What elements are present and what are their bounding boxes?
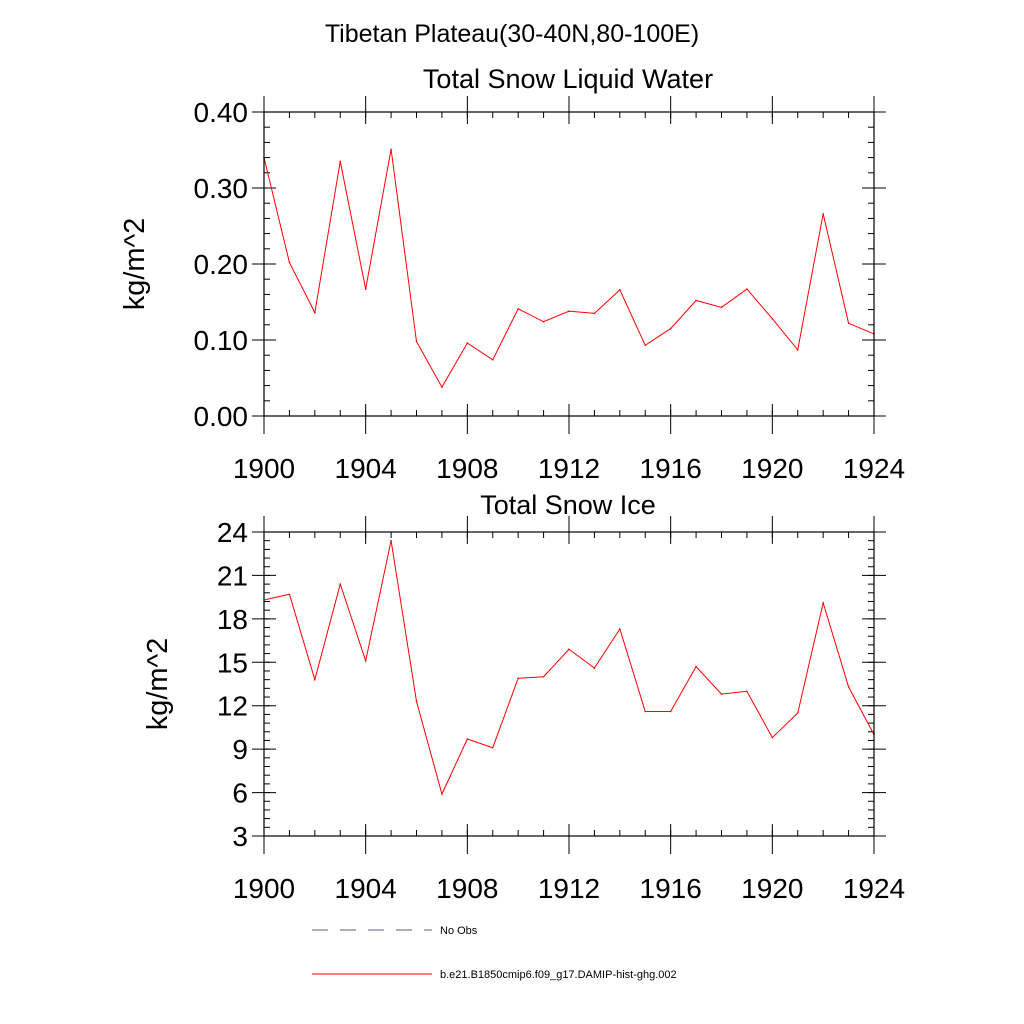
liquid-water-x-tick-label: 1916 bbox=[640, 453, 702, 484]
liquid-water-data-point bbox=[390, 148, 392, 151]
liquid-water-x-tick-label: 1924 bbox=[843, 453, 905, 484]
snow-ice-x-tick-label: 1916 bbox=[640, 873, 702, 904]
liquid-water-data-point bbox=[568, 310, 570, 312]
y-axis-label-liquid-water: kg/m^2 bbox=[119, 218, 151, 311]
liquid-water-data-point bbox=[364, 288, 367, 290]
snow-ice-data-point bbox=[796, 712, 799, 714]
snow-ice-data-point bbox=[771, 736, 774, 739]
snow-ice-x-tick-label: 1904 bbox=[335, 873, 397, 904]
snow-ice-data-point bbox=[441, 793, 443, 795]
liquid-water-data-point bbox=[415, 340, 418, 343]
liquid-water-data-point bbox=[746, 288, 748, 290]
liquid-water-data-point bbox=[796, 349, 799, 351]
snow-ice-data-point bbox=[415, 700, 418, 703]
liquid-water-y-tick-label: 0.10 bbox=[194, 325, 249, 356]
snow-ice-data-point bbox=[288, 593, 291, 596]
chart-liquid-water: Total Snow Liquid Water kg/m^2 0.000.100… bbox=[119, 64, 905, 484]
snow-ice-y-tick-label: 24 bbox=[217, 517, 248, 548]
snow-ice-data-point bbox=[593, 667, 596, 669]
snow-ice-data-point bbox=[822, 602, 824, 604]
snow-ice-data-point bbox=[339, 583, 342, 585]
snow-ice-data-point bbox=[364, 660, 367, 662]
snow-ice-x-tick-label: 1900 bbox=[233, 873, 295, 904]
liquid-water-data-point bbox=[593, 312, 596, 315]
legend: No Obs b.e21.B1850cmip6.f09_g17.DAMIP-hi… bbox=[312, 925, 677, 981]
snow-ice-data-point bbox=[847, 686, 850, 688]
snow-ice-y-tick-label: 3 bbox=[232, 821, 248, 852]
liquid-water-x-tick-label: 1900 bbox=[233, 453, 295, 484]
plot-area-snow-ice: 3 6 9 12 15 18 21 24 1900 1904 1908 1912 1916 1920 192… bbox=[217, 516, 905, 904]
snow-ice-data-point bbox=[695, 665, 697, 668]
snow-ice-y-tick-label: 15 bbox=[217, 647, 248, 678]
snow-ice-y-tick-label: 6 bbox=[232, 778, 248, 809]
liquid-water-data-point bbox=[339, 160, 342, 163]
chart-snow-ice: Total Snow Ice kg/m^2 3 6 9 12 15 18 21 24 1900 1… bbox=[142, 490, 905, 904]
liquid-water-data-point bbox=[771, 317, 774, 320]
legend-label-no-obs: No Obs bbox=[440, 925, 478, 937]
snow-ice-y-tick-label: 12 bbox=[217, 691, 248, 722]
liquid-water-data-point bbox=[441, 386, 443, 388]
liquid-water-x-tick-label: 1904 bbox=[335, 453, 397, 484]
plot-area-liquid-water: 0.00 0.10 0.20 0.30 0.40 1900 1904 1908 1912 1916… bbox=[194, 96, 905, 484]
suptitle: Tibetan Plateau(30-40N,80-100E) bbox=[325, 20, 699, 48]
snow-ice-y-tick-label: 18 bbox=[217, 604, 248, 635]
snow-ice-data-point bbox=[568, 648, 570, 651]
liquid-water-data-point bbox=[466, 342, 469, 344]
chart-title-snow-ice: Total Snow Ice bbox=[480, 490, 656, 520]
legend-label-model: b.e21.B1850cmip6.f09_g17.DAMIP-hist-ghg.… bbox=[440, 969, 677, 981]
snow-ice-data-point bbox=[517, 677, 519, 680]
liquid-water-y-tick-label: 0.00 bbox=[194, 401, 249, 432]
snow-ice-x-tick-label: 1924 bbox=[843, 873, 905, 904]
liquid-water-y-tick-label: 0.30 bbox=[194, 173, 249, 204]
y-axis-label-snow-ice: kg/m^2 bbox=[142, 638, 174, 731]
liquid-water-data-point bbox=[669, 327, 672, 330]
snow-ice-data-point bbox=[466, 738, 469, 740]
snow-ice-data-point bbox=[542, 675, 545, 678]
snow-ice-y-tick-label: 21 bbox=[217, 560, 248, 591]
snow-ice-data-point bbox=[619, 628, 621, 630]
axes-frame-liquid-water bbox=[263, 111, 875, 417]
liquid-water-data-point bbox=[695, 299, 697, 302]
liquid-water-data-point bbox=[822, 213, 824, 215]
liquid-water-x-tick-label: 1908 bbox=[436, 453, 498, 484]
snow-ice-x-tick-label: 1908 bbox=[436, 873, 498, 904]
liquid-water-data-point bbox=[619, 289, 621, 291]
liquid-water-data-point bbox=[644, 344, 647, 347]
liquid-water-data-point bbox=[491, 358, 494, 361]
snow-ice-data-point bbox=[669, 710, 672, 713]
liquid-water-x-tick-label: 1920 bbox=[741, 453, 803, 484]
snow-ice-data-point bbox=[390, 539, 392, 542]
snow-ice-x-tick-label: 1920 bbox=[741, 873, 803, 904]
liquid-water-data-point bbox=[542, 320, 545, 323]
axes-frame-snow-ice bbox=[263, 531, 875, 837]
snow-ice-data-point bbox=[314, 678, 316, 681]
snow-ice-data-point bbox=[491, 746, 494, 749]
snow-ice-x-tick-label: 1912 bbox=[538, 873, 600, 904]
snow-ice-data-point bbox=[644, 710, 647, 713]
snow-ice-data-point bbox=[720, 693, 723, 695]
liquid-water-y-tick-label: 0.40 bbox=[194, 97, 249, 128]
liquid-water-data-point bbox=[847, 322, 850, 325]
liquid-water-y-tick-label: 0.20 bbox=[194, 249, 249, 280]
snow-ice-y-tick-label: 9 bbox=[232, 734, 248, 765]
snow-ice-data-point bbox=[746, 690, 748, 693]
liquid-water-data-point bbox=[314, 311, 316, 314]
liquid-water-x-tick-label: 1912 bbox=[538, 453, 600, 484]
liquid-water-data-point bbox=[720, 306, 723, 309]
chart-title-liquid-water: Total Snow Liquid Water bbox=[423, 64, 713, 94]
liquid-water-data-point bbox=[288, 261, 291, 264]
liquid-water-data-point bbox=[517, 308, 519, 310]
